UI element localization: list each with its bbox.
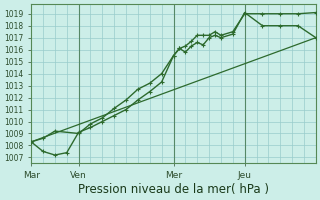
- X-axis label: Pression niveau de la mer( hPa ): Pression niveau de la mer( hPa ): [78, 183, 269, 196]
